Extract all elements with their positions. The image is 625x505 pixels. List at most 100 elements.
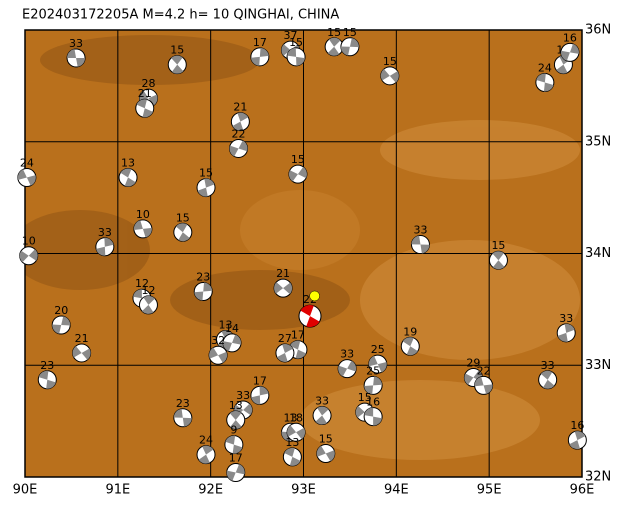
focal-mechanism (19, 246, 39, 266)
depth-label: 22 (477, 364, 491, 377)
depth-label: 16 (563, 31, 577, 44)
depth-label: 13 (285, 436, 299, 449)
focal-mechanism (298, 304, 322, 328)
depth-label: 25 (371, 343, 385, 356)
ball-quadrant (557, 332, 568, 342)
ball-quadrant (173, 408, 183, 418)
ball-quadrant (19, 250, 29, 263)
ball-quadrant (276, 352, 288, 362)
focal-mechanism (324, 37, 344, 57)
depth-label: 15 (199, 167, 213, 180)
focal-mechanism (400, 336, 420, 356)
ball-quadrant (295, 349, 307, 359)
focal-mechanism (275, 343, 295, 363)
depth-label: 15 (170, 44, 184, 57)
focal-mechanism (95, 237, 115, 257)
ball-quadrant (389, 71, 399, 83)
focal-mechanism (538, 370, 558, 390)
ball-quadrant (569, 43, 579, 54)
ball-quadrant (296, 56, 305, 66)
depth-label: 15 (291, 153, 305, 166)
depth-label: 21 (75, 332, 89, 345)
depth-label: 13 (219, 319, 233, 332)
focal-mechanism (488, 250, 508, 270)
ball-quadrant (237, 112, 249, 122)
depth-label: 10 (136, 208, 150, 221)
ball-quadrant (377, 361, 387, 373)
depth-label: 23 (196, 270, 210, 283)
depth-label: 19 (403, 325, 417, 338)
depth-label: 9 (230, 424, 237, 437)
ball-quadrant (560, 50, 570, 61)
depth-label: 37 (284, 29, 298, 42)
focal-mechanism (135, 98, 155, 118)
depth-label: 12 (135, 277, 149, 290)
ball-quadrant (556, 64, 568, 74)
focal-mechanism (363, 375, 383, 395)
ball-quadrant (229, 145, 239, 157)
focal-mechanism (37, 370, 57, 390)
focal-mechanism (363, 407, 383, 427)
ball-quadrant (492, 251, 504, 261)
focal-mechanism (535, 73, 555, 93)
depth-label: 17 (253, 374, 267, 387)
ball-quadrant (328, 37, 341, 47)
terrain-relief (25, 35, 580, 460)
ball-quadrant (104, 237, 114, 247)
depth-label: 13 (229, 399, 243, 412)
ball-quadrant (17, 169, 27, 180)
ball-quadrant (340, 46, 350, 56)
ball-quadrant (287, 47, 297, 57)
ball-quadrant (464, 373, 474, 385)
ball-quadrant (141, 304, 154, 314)
focal-mechanism (567, 430, 587, 450)
ball-quadrant (204, 178, 215, 188)
focal-mechanism (316, 444, 336, 464)
focal-mechanism (250, 47, 270, 67)
focal-mechanism (312, 406, 332, 426)
depth-label: 25 (366, 364, 380, 377)
ball-quadrant (283, 282, 293, 295)
depth-label: 18 (289, 411, 303, 424)
focal-mechanism (226, 410, 246, 430)
ball-quadrant (284, 447, 295, 457)
x-tick-label: 96E (570, 483, 595, 498)
depth-label: 17 (253, 36, 267, 49)
depth-label: 27 (278, 332, 292, 345)
depth-label: 20 (54, 304, 68, 317)
depth-label: 15 (383, 55, 397, 68)
ball-quadrant (171, 64, 184, 74)
ball-quadrant (67, 49, 77, 58)
ball-quadrant (543, 82, 554, 92)
ball-quadrant (564, 323, 575, 333)
ball-quadrant (317, 406, 329, 416)
depth-label: 33 (69, 37, 83, 50)
ball-quadrant (226, 470, 236, 481)
ball-quadrant (300, 305, 314, 317)
ball-quadrant (52, 324, 62, 334)
focal-mechanism (138, 295, 158, 315)
ball-quadrant (230, 420, 242, 430)
ball-quadrant (203, 282, 213, 292)
ball-quadrant (46, 379, 56, 389)
depth-label: 24 (538, 62, 552, 75)
x-tick-label: 91E (105, 483, 130, 498)
ball-quadrant (28, 249, 38, 261)
ball-quadrant (235, 464, 245, 475)
depth-label: 22 (232, 127, 246, 140)
ball-quadrant (492, 260, 505, 270)
ball-quadrant (338, 365, 348, 377)
focal-mechanism (193, 281, 213, 301)
depth-label: 13 (284, 411, 298, 424)
depth-label: 10 (22, 235, 36, 248)
focal-mechanism (167, 55, 187, 75)
depth-label: 21 (276, 267, 290, 280)
ball-quadrant (251, 395, 261, 405)
ball-quadrant (349, 37, 359, 48)
depth-label: 24 (20, 157, 34, 170)
y-tick-label: 35N (585, 134, 611, 149)
depth-label: 33 (236, 389, 250, 402)
focal-mechanism (230, 112, 250, 132)
ball-quadrant (259, 386, 269, 396)
ball-quadrant (197, 187, 208, 197)
